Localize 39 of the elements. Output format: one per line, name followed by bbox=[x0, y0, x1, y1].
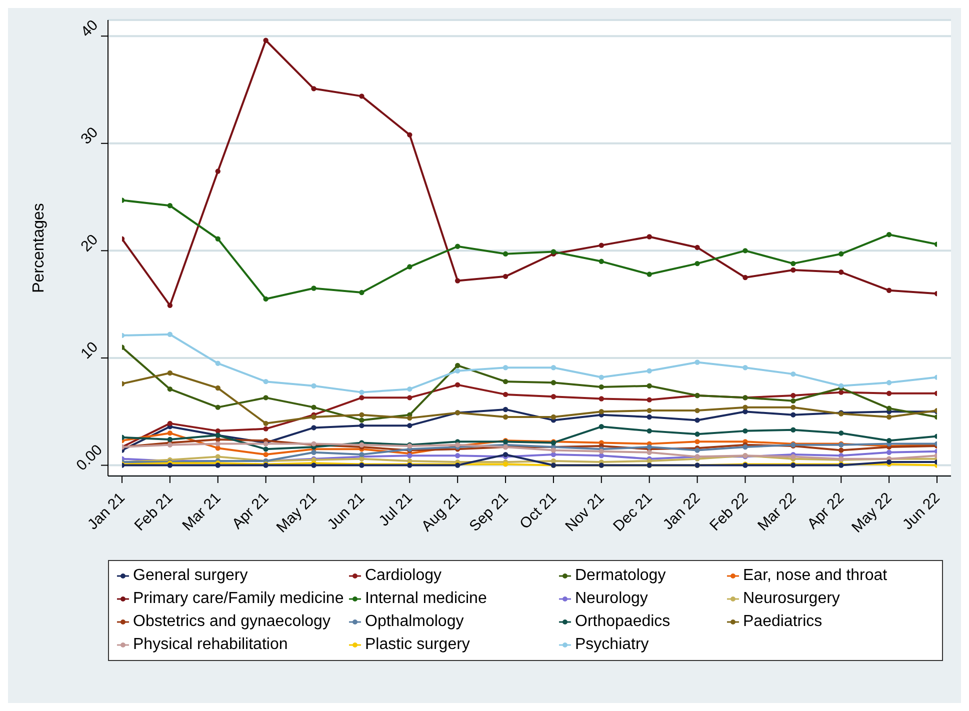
x-tick-label: Mar 22 bbox=[754, 489, 800, 534]
y-tick-label: 0.00 bbox=[73, 442, 106, 474]
x-tick-label: Sep 21 bbox=[466, 489, 512, 535]
x-tick-label: May 21 bbox=[273, 489, 320, 536]
legend-label: Cardiology bbox=[365, 567, 442, 585]
y-tick-label: 10 bbox=[78, 338, 102, 362]
legend-label: Paediatrics bbox=[743, 613, 822, 631]
legend-label: Internal medicine bbox=[365, 590, 487, 608]
x-tick-label: Jan 22 bbox=[660, 489, 704, 534]
x-tick-label: Feb 22 bbox=[706, 489, 752, 534]
x-tick-label: Apr 22 bbox=[804, 489, 848, 533]
x-tick-label: Aug 21 bbox=[418, 489, 464, 535]
legend-label: Psychiatry bbox=[575, 636, 649, 654]
x-tick-label: Feb 21 bbox=[131, 489, 176, 534]
x-tick-label: Jul 21 bbox=[376, 489, 416, 530]
legend-label: Primary care/Family medicine bbox=[133, 590, 344, 608]
x-tick-label: Oct 21 bbox=[516, 489, 560, 533]
x-tick-label: Nov 21 bbox=[562, 489, 608, 535]
legend-label: Neurology bbox=[575, 590, 648, 608]
legend-label: Opthalmology bbox=[365, 613, 464, 631]
x-tick-label: May 22 bbox=[848, 489, 896, 536]
legend-label: Orthopaedics bbox=[575, 613, 670, 631]
y-tick-label: 20 bbox=[78, 231, 102, 256]
legend-label: Physical rehabilitation bbox=[133, 636, 288, 654]
legend-label: Ear, nose and throat bbox=[743, 567, 888, 585]
y-axis-title: Percentages bbox=[30, 203, 48, 293]
legend-label: Neurosurgery bbox=[743, 590, 840, 608]
x-tick-label: Jun 22 bbox=[899, 489, 944, 534]
x-tick-label: Dec 21 bbox=[610, 489, 656, 535]
y-tick-label: 40 bbox=[78, 16, 102, 41]
x-tick-label: Apr 21 bbox=[228, 489, 272, 533]
legend-label: Obstetrics and gynaecology bbox=[133, 613, 330, 631]
y-tick-label: 30 bbox=[78, 124, 102, 148]
x-tick-label: Mar 21 bbox=[179, 489, 224, 534]
x-tick-label: Jun 21 bbox=[324, 489, 368, 534]
x-tick-label: Jan 21 bbox=[84, 489, 128, 534]
legend-label: Dermatology bbox=[575, 567, 666, 585]
legend-label: Plastic surgery bbox=[365, 636, 470, 654]
legend-label: General surgery bbox=[133, 567, 248, 585]
